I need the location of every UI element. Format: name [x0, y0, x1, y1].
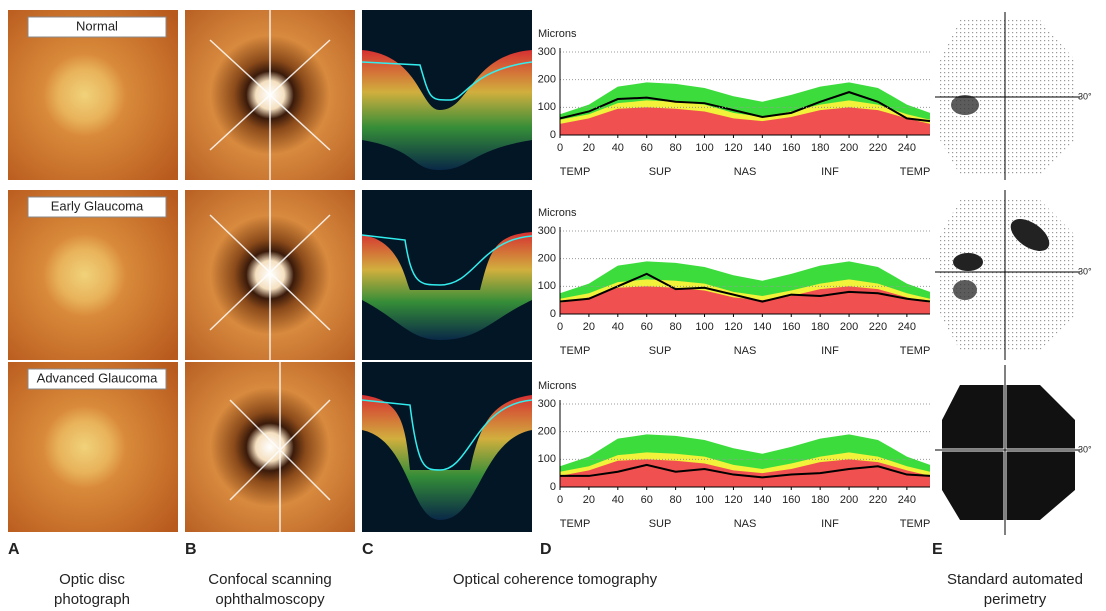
caption: photograph — [54, 591, 130, 608]
region-label: NAS — [734, 166, 757, 178]
caption: Optic disc — [59, 571, 125, 588]
region-label: SUP — [649, 166, 672, 178]
x-tick-label: 200 — [840, 142, 858, 154]
x-tick-label: 20 — [583, 142, 595, 154]
perimetry-scale-label: 30° — [1078, 91, 1092, 101]
caption: Optical coherence tomography — [453, 571, 658, 588]
x-tick-label: 80 — [670, 321, 682, 333]
row-label: Early Glaucoma — [51, 198, 144, 213]
y-tick-label: 300 — [538, 398, 556, 410]
region-label: TEMP — [900, 345, 931, 357]
x-tick-label: 0 — [557, 321, 563, 333]
x-tick-label: 140 — [753, 494, 771, 506]
perimetry-scale-label: 30° — [1078, 444, 1092, 454]
y-axis-label: Microns — [538, 28, 577, 40]
x-tick-label: 180 — [811, 494, 829, 506]
region-label: NAS — [734, 345, 757, 357]
y-tick-label: 100 — [538, 280, 556, 292]
panel-letter: C — [362, 541, 374, 558]
x-tick-label: 60 — [641, 142, 653, 154]
region-label: INF — [821, 166, 839, 178]
row-label: Advanced Glaucoma — [37, 370, 158, 385]
x-tick-label: 200 — [840, 494, 858, 506]
panel-letter: D — [540, 541, 552, 558]
y-axis-label: Microns — [538, 207, 577, 219]
confocal-image — [185, 362, 355, 532]
x-tick-label: 100 — [695, 142, 713, 154]
panel-letter: A — [8, 541, 20, 558]
y-axis-label: Microns — [538, 380, 577, 392]
y-tick-label: 200 — [538, 426, 556, 438]
region-label: NAS — [734, 518, 757, 530]
oct-thickness-chart: Microns 0 100 200 300 0 20 40 60 80 100 120 140 160 18… — [538, 380, 931, 530]
x-tick-label: 240 — [898, 142, 916, 154]
caption: Standard automated — [947, 571, 1083, 588]
region-label: SUP — [649, 345, 672, 357]
y-tick-label: 300 — [538, 46, 556, 58]
region-label: INF — [821, 345, 839, 357]
perimetry-scale-label: 30° — [1078, 266, 1092, 276]
x-tick-label: 240 — [898, 494, 916, 506]
caption: perimetry — [984, 591, 1047, 608]
perimetry-3 — [935, 365, 1080, 535]
region-label: TEMP — [900, 166, 931, 178]
row-label: Normal — [76, 18, 118, 33]
x-tick-label: 220 — [869, 142, 887, 154]
x-tick-label: 140 — [753, 321, 771, 333]
x-tick-label: 120 — [724, 494, 742, 506]
y-tick-label: 0 — [550, 308, 556, 320]
y-tick-label: 0 — [550, 481, 556, 493]
oct-thickness-chart: Microns 0 100 200 300 0 20 40 60 80 100 120 140 160 18… — [538, 28, 931, 178]
x-tick-label: 240 — [898, 321, 916, 333]
x-tick-label: 20 — [583, 321, 595, 333]
y-tick-label: 100 — [538, 453, 556, 465]
caption: ophthalmoscopy — [215, 591, 325, 608]
x-tick-label: 220 — [869, 321, 887, 333]
x-tick-label: 40 — [612, 321, 624, 333]
x-tick-label: 160 — [782, 321, 800, 333]
x-tick-label: 0 — [557, 494, 563, 506]
y-tick-label: 200 — [538, 74, 556, 86]
region-label: TEMP — [560, 166, 591, 178]
perimetry-1 — [935, 12, 1080, 180]
figure: NormalEarly GlaucomaAdvanced GlaucomaABC… — [0, 0, 1106, 611]
region-label: TEMP — [560, 345, 591, 357]
x-tick-label: 40 — [612, 494, 624, 506]
y-tick-label: 200 — [538, 253, 556, 265]
x-tick-label: 60 — [641, 321, 653, 333]
x-tick-label: 140 — [753, 142, 771, 154]
region-label: INF — [821, 518, 839, 530]
region-label: TEMP — [560, 518, 591, 530]
perimetry-2 — [935, 190, 1080, 360]
panel-letter: E — [932, 541, 943, 558]
x-tick-label: 160 — [782, 494, 800, 506]
x-tick-label: 180 — [811, 321, 829, 333]
x-tick-label: 0 — [557, 142, 563, 154]
x-tick-label: 120 — [724, 142, 742, 154]
caption: Confocal scanning — [208, 571, 331, 588]
panel-letter: B — [185, 541, 197, 558]
region-label: SUP — [649, 518, 672, 530]
x-tick-label: 60 — [641, 494, 653, 506]
x-tick-label: 20 — [583, 494, 595, 506]
x-tick-label: 180 — [811, 142, 829, 154]
x-tick-label: 100 — [695, 321, 713, 333]
y-tick-label: 300 — [538, 225, 556, 237]
x-tick-label: 40 — [612, 142, 624, 154]
x-tick-label: 80 — [670, 494, 682, 506]
x-tick-label: 100 — [695, 494, 713, 506]
y-tick-label: 0 — [550, 129, 556, 141]
region-label: TEMP — [900, 518, 931, 530]
y-tick-label: 100 — [538, 101, 556, 113]
x-tick-label: 200 — [840, 321, 858, 333]
oct-thickness-chart: Microns 0 100 200 300 0 20 40 60 80 100 120 140 160 18… — [538, 207, 931, 357]
x-tick-label: 120 — [724, 321, 742, 333]
x-tick-label: 80 — [670, 142, 682, 154]
x-tick-label: 160 — [782, 142, 800, 154]
x-tick-label: 220 — [869, 494, 887, 506]
